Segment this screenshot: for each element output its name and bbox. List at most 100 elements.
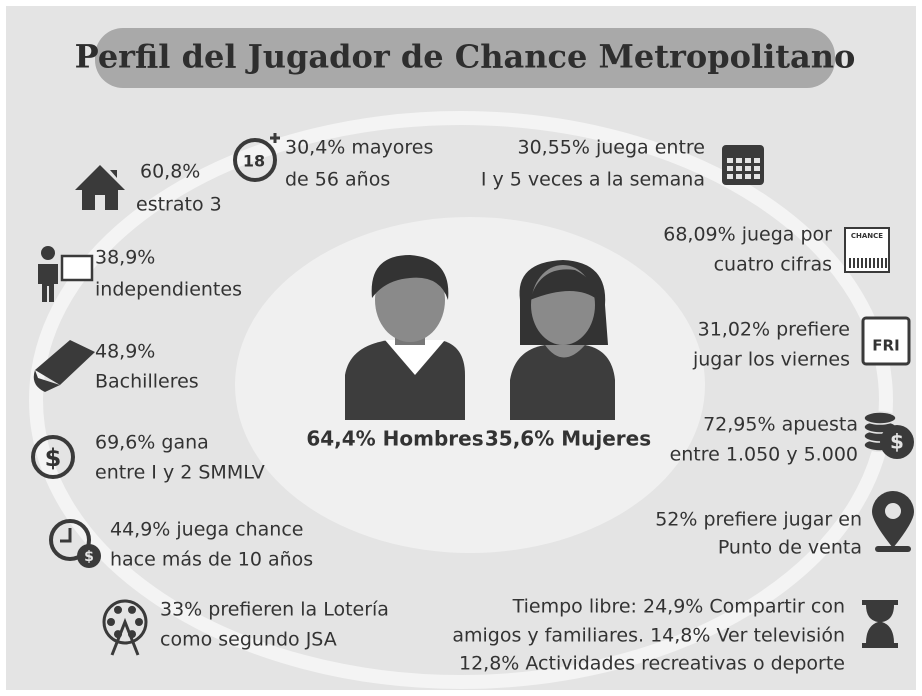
icon [75,165,125,210]
item-text: de 56 años [285,169,390,191]
item-text: 30,4% mayores [285,137,433,159]
cell [727,174,733,179]
icon-text: $ [84,549,94,565]
plus [270,133,280,143]
seat [135,618,143,626]
icon [38,246,94,302]
cell [745,158,751,163]
ring [233,138,277,182]
women-label: 35,6% Mujeres [485,427,651,451]
cell [736,158,742,163]
stand [110,617,140,656]
cell [727,166,733,171]
bar-code [885,258,887,268]
coin [863,411,897,425]
bar-code [865,258,867,268]
item-text: 12,8% Actividades recreativas o deporte [459,653,845,675]
icon: $ [863,411,914,459]
icon-text: $ [45,444,62,472]
bar-code [853,258,855,268]
icon: CHANCE [844,227,890,273]
seat [107,618,115,626]
profile-item: 30,55% juega entre I y 5 veces a la seman… [481,137,764,191]
item-text: cuatro cifras [714,254,832,276]
outer-ring [29,111,893,689]
head [41,246,55,260]
seat [114,605,122,614]
bar-code [881,258,883,268]
icon-text: FRI [872,337,899,355]
item-text: jugar los viernes [692,349,850,371]
icon: $ [49,519,101,568]
item-text: 38,9% [95,247,155,269]
icon-text: $ [890,430,904,454]
book [35,340,95,385]
pin-hole [885,503,901,519]
icon: FRI [861,316,911,366]
cell [754,166,760,171]
hourglass [862,600,898,648]
cell [736,166,742,171]
profile-item: 69,6% gana entre I y 2 SMMLV $ [31,432,265,484]
wheel [102,599,148,645]
icon [722,145,764,185]
item-text: 52% prefiere jugar en [655,509,862,531]
clock [49,519,91,561]
bar-code [857,258,859,268]
item-text: 30,55% juega entre [517,137,705,159]
cell [745,174,751,179]
pin [872,491,914,548]
calendar [861,316,911,366]
pages [33,370,60,392]
item-text: 48,9% [95,341,155,363]
ring [31,435,75,479]
profile-item: Tiempo libre: 24,9% Compartir con amigos … [452,596,898,675]
man-figure [345,255,465,420]
profile-item: 48,9% Bachilleres [33,340,199,393]
profile-item: 68,09% juega por cuatro cifras CHANCE [663,224,890,276]
item-text: Tiempo libre: 24,9% Compartir con [512,596,845,618]
icon [102,599,148,656]
item-text: 69,6% gana [95,432,209,454]
cell [745,166,751,171]
item-text: independientes [95,279,242,301]
body [38,264,58,302]
bar-code [873,258,875,268]
item-text: 44,9% juega chance [110,519,303,541]
bar-code [849,258,851,268]
house [75,165,125,210]
profile-item: 33% prefieren la Lotería como segundo JSA [102,599,389,656]
hands [60,528,72,543]
cell [754,158,760,163]
icon [872,491,914,552]
seat [128,605,136,614]
inner-ellipse [235,217,705,553]
profile-item: 38,9% independientes [38,246,242,302]
item-text: 68,09% juega por [663,224,832,246]
coin-big [880,425,914,459]
item-text: Punto de venta [718,537,862,559]
profile-item: 31,02% prefiere jugar los viernes FRI [692,316,911,371]
board [60,254,94,282]
item-text: amigos y familiares. 14,8% Ver televisió… [452,625,845,647]
bar-code [861,258,863,268]
cell [727,158,733,163]
profile-item: 72,95% apuesta entre 1.050 y 5.000 $ [670,411,914,466]
icon: 18 [233,133,280,182]
title: Perfil del Jugador de Chance Metropolita… [75,38,856,76]
item-text: estrato 3 [136,194,222,216]
pin-base [875,546,911,552]
bar-code [877,258,879,268]
bar-code [869,258,871,268]
item-text: 33% prefieren la Lotería [160,599,389,621]
item-text: I y 5 veces a la semana [481,169,705,191]
profile-item: 44,9% juega chance hace más de 10 años $ [49,519,313,571]
icon [862,600,898,648]
coin [77,544,101,568]
item-text: hace más de 10 años [110,549,313,571]
title-bar [95,28,835,88]
profile-item: 60,8% estrato 3 [75,161,222,216]
profile-item: 52% prefiere jugar en Punto de venta [655,491,914,559]
item-text: entre I y 2 SMMLV [95,462,265,484]
